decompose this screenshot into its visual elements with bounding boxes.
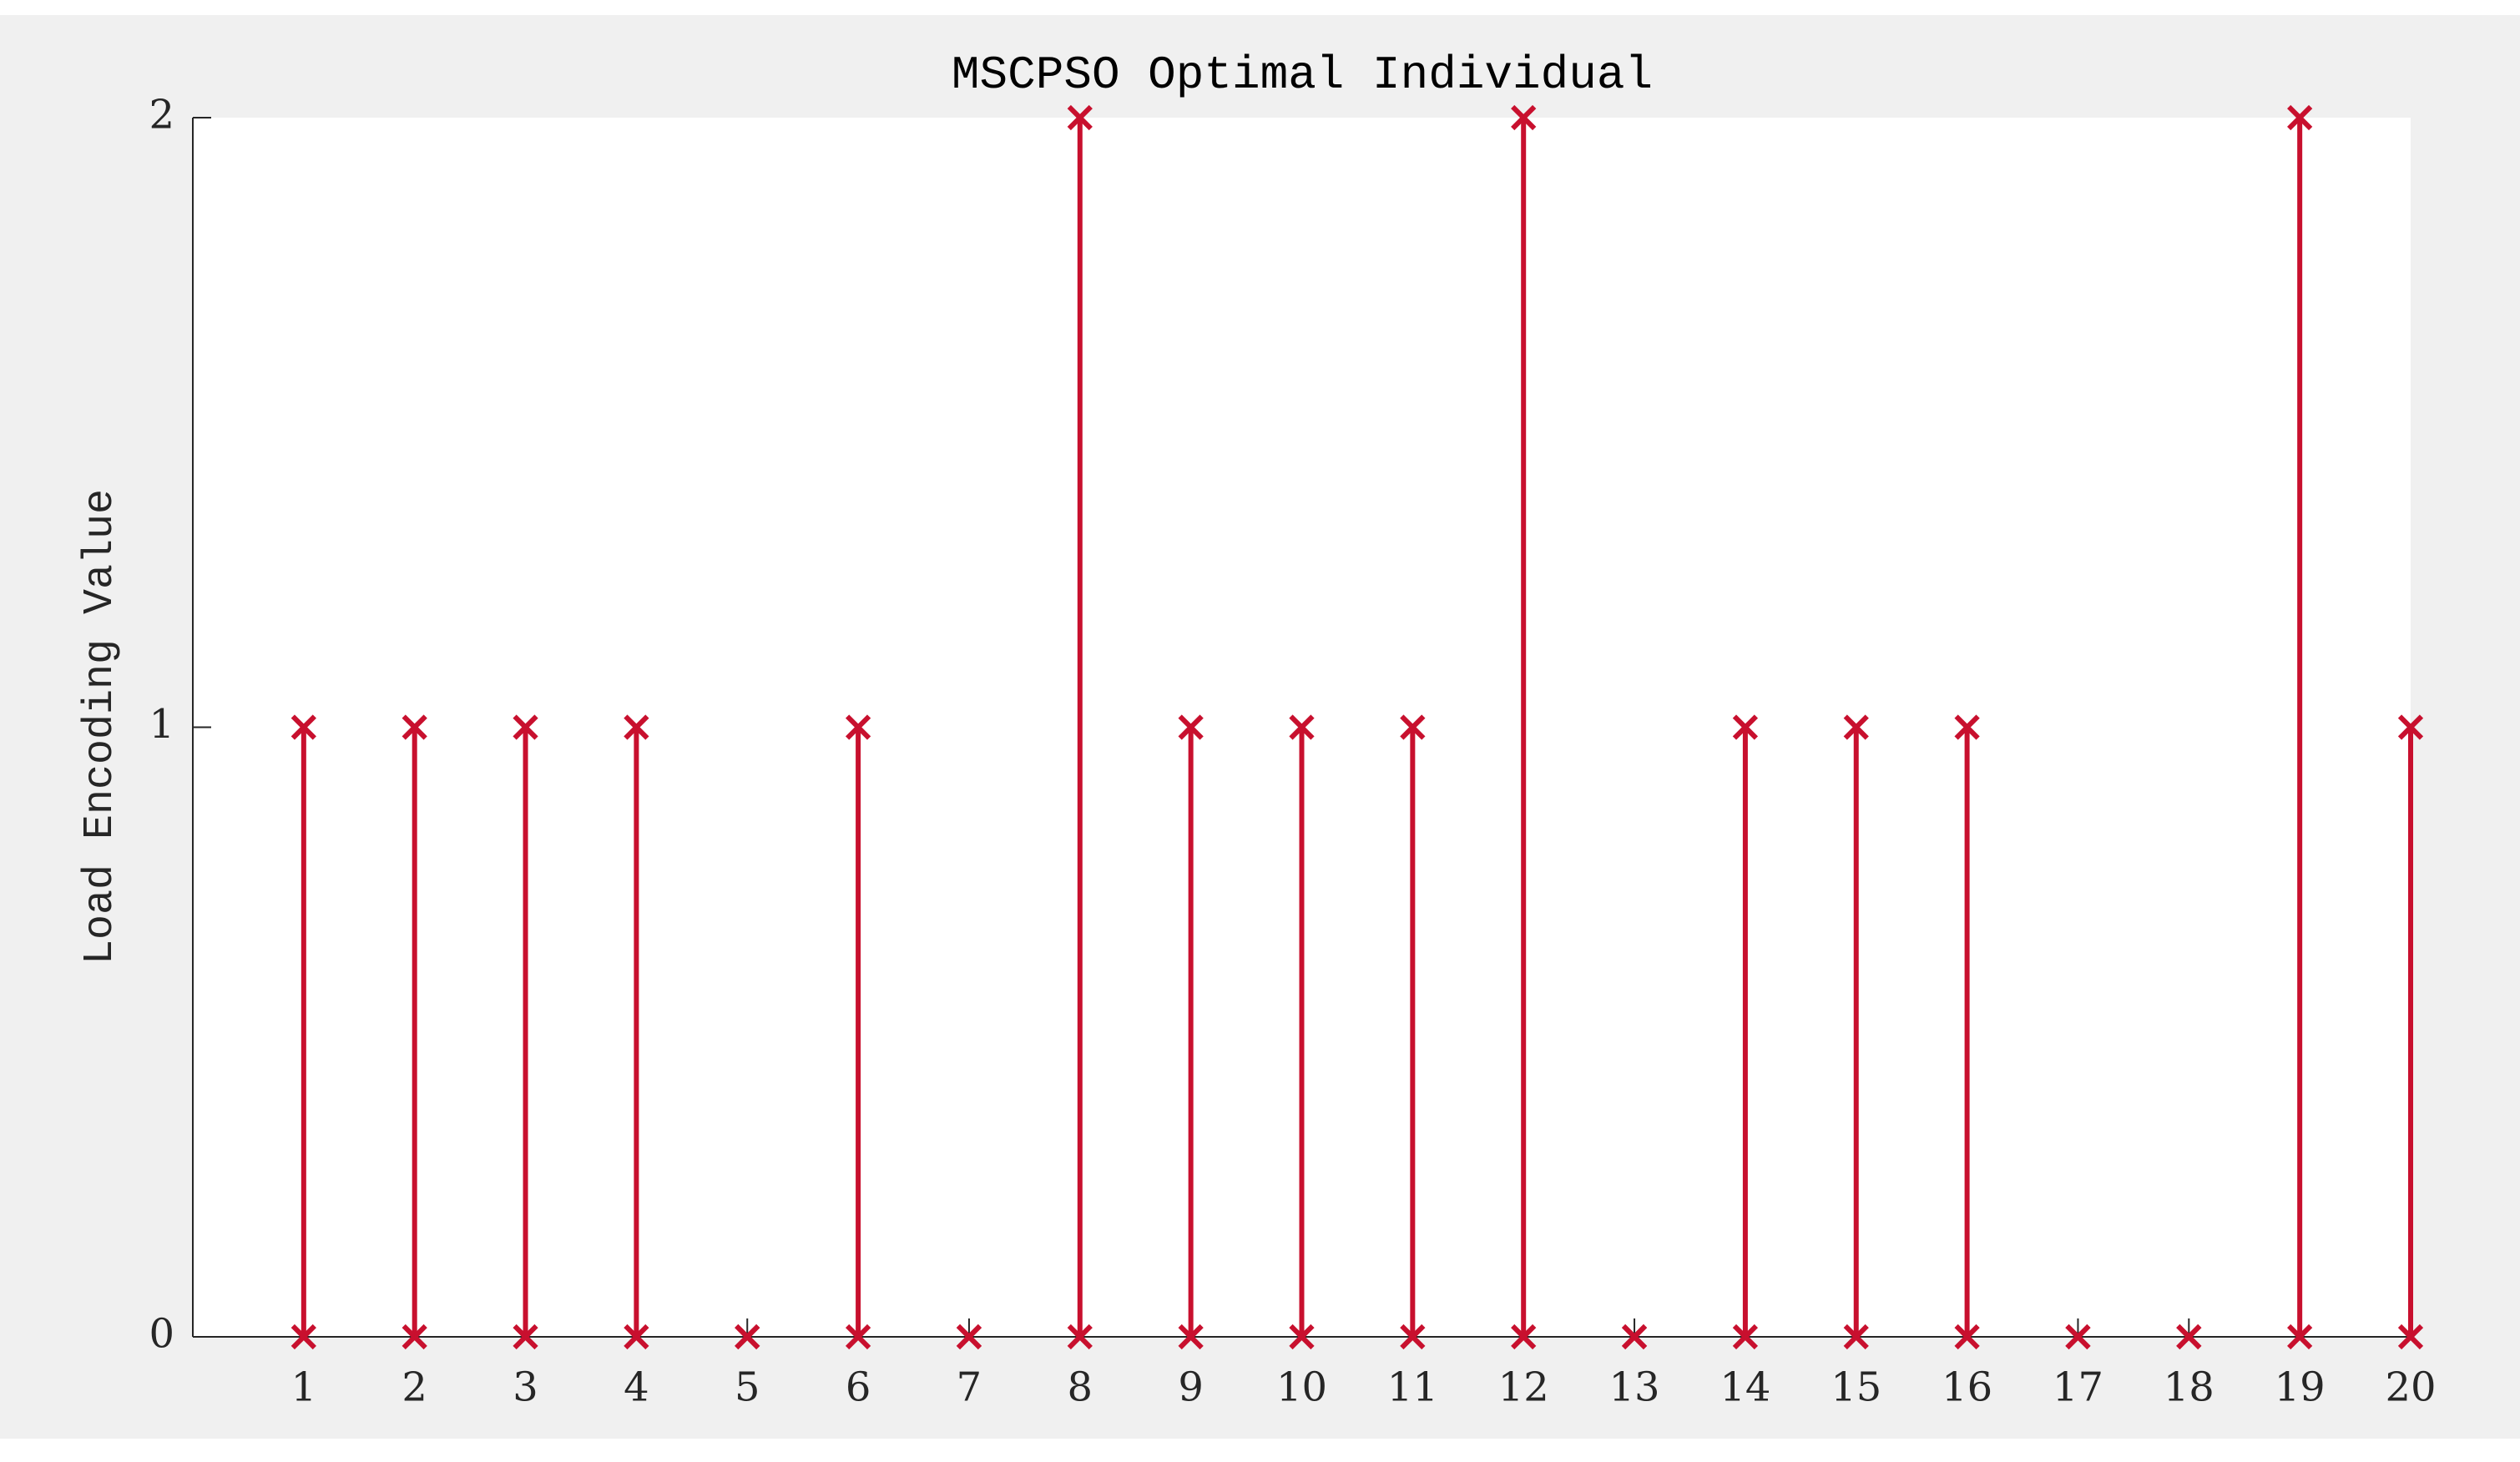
x-tick-label: 5 (735, 1364, 760, 1411)
stem-marker (290, 714, 316, 740)
stem-marker (1400, 714, 1426, 740)
stem-marker (513, 714, 538, 740)
base-marker (513, 1323, 538, 1350)
x-tick-label: 17 (2053, 1364, 2103, 1411)
base-marker (1067, 1323, 1093, 1350)
base-marker (1732, 1323, 1759, 1350)
stem-marker (1843, 714, 1869, 740)
x-tick-label: 10 (1276, 1364, 1327, 1411)
stem-marker (1067, 104, 1093, 131)
x-tick-label: 1 (291, 1364, 317, 1411)
stem-marker (2176, 1323, 2202, 1350)
base-marker (1178, 1323, 1204, 1350)
stem-marker (2397, 714, 2424, 740)
x-tick-label: 18 (2164, 1364, 2214, 1411)
stem-marker (1954, 714, 1980, 740)
x-tick-label: 11 (1387, 1364, 1438, 1411)
stem-marker (1289, 714, 1315, 740)
x-tick-label: 3 (513, 1364, 538, 1411)
stem-marker (956, 1323, 982, 1350)
stem-marker (624, 714, 649, 740)
stem-marker (401, 714, 427, 740)
x-tick-label: 6 (846, 1364, 871, 1411)
y-tick-label: 1 (149, 701, 174, 748)
base-marker (624, 1323, 649, 1350)
base-marker (845, 1323, 871, 1350)
x-tick-label: 7 (957, 1364, 982, 1411)
base-marker (1954, 1323, 1980, 1350)
x-tick-label: 19 (2275, 1364, 2326, 1411)
x-tick-label: 16 (1942, 1364, 1992, 1411)
x-tick-label: 14 (1720, 1364, 1770, 1411)
x-tick-label: 8 (1068, 1364, 1093, 1411)
stem-marker (2287, 104, 2313, 131)
x-tick-label: 13 (1609, 1364, 1660, 1411)
stem-marker (845, 714, 871, 740)
x-tick-label: 2 (401, 1364, 427, 1411)
x-tick-label: 20 (2385, 1364, 2436, 1411)
base-marker (401, 1323, 427, 1350)
base-marker (1511, 1323, 1537, 1350)
y-tick-label: 0 (149, 1311, 174, 1358)
stem-marker (1178, 714, 1204, 740)
base-marker (2397, 1323, 2424, 1350)
chart-title: MSCPSO Optimal Individual (952, 48, 1653, 102)
base-marker (1289, 1323, 1315, 1350)
x-tick-label: 12 (1498, 1364, 1549, 1411)
base-marker (1843, 1323, 1869, 1350)
base-marker (290, 1323, 316, 1350)
stem-marker (1621, 1323, 1648, 1350)
y-tick-label: 2 (149, 92, 174, 139)
stem-marker (735, 1323, 760, 1350)
stem-marker (1732, 714, 1759, 740)
x-tick-label: 15 (1831, 1364, 1881, 1411)
base-marker (2287, 1323, 2313, 1350)
x-tick-label: 4 (624, 1364, 649, 1411)
x-tick-label: 9 (1178, 1364, 1204, 1411)
base-marker (1400, 1323, 1426, 1350)
stem-marker (2065, 1323, 2091, 1350)
y-axis-label: Load Encoding Value (77, 489, 124, 965)
stem-marker (1511, 104, 1537, 131)
